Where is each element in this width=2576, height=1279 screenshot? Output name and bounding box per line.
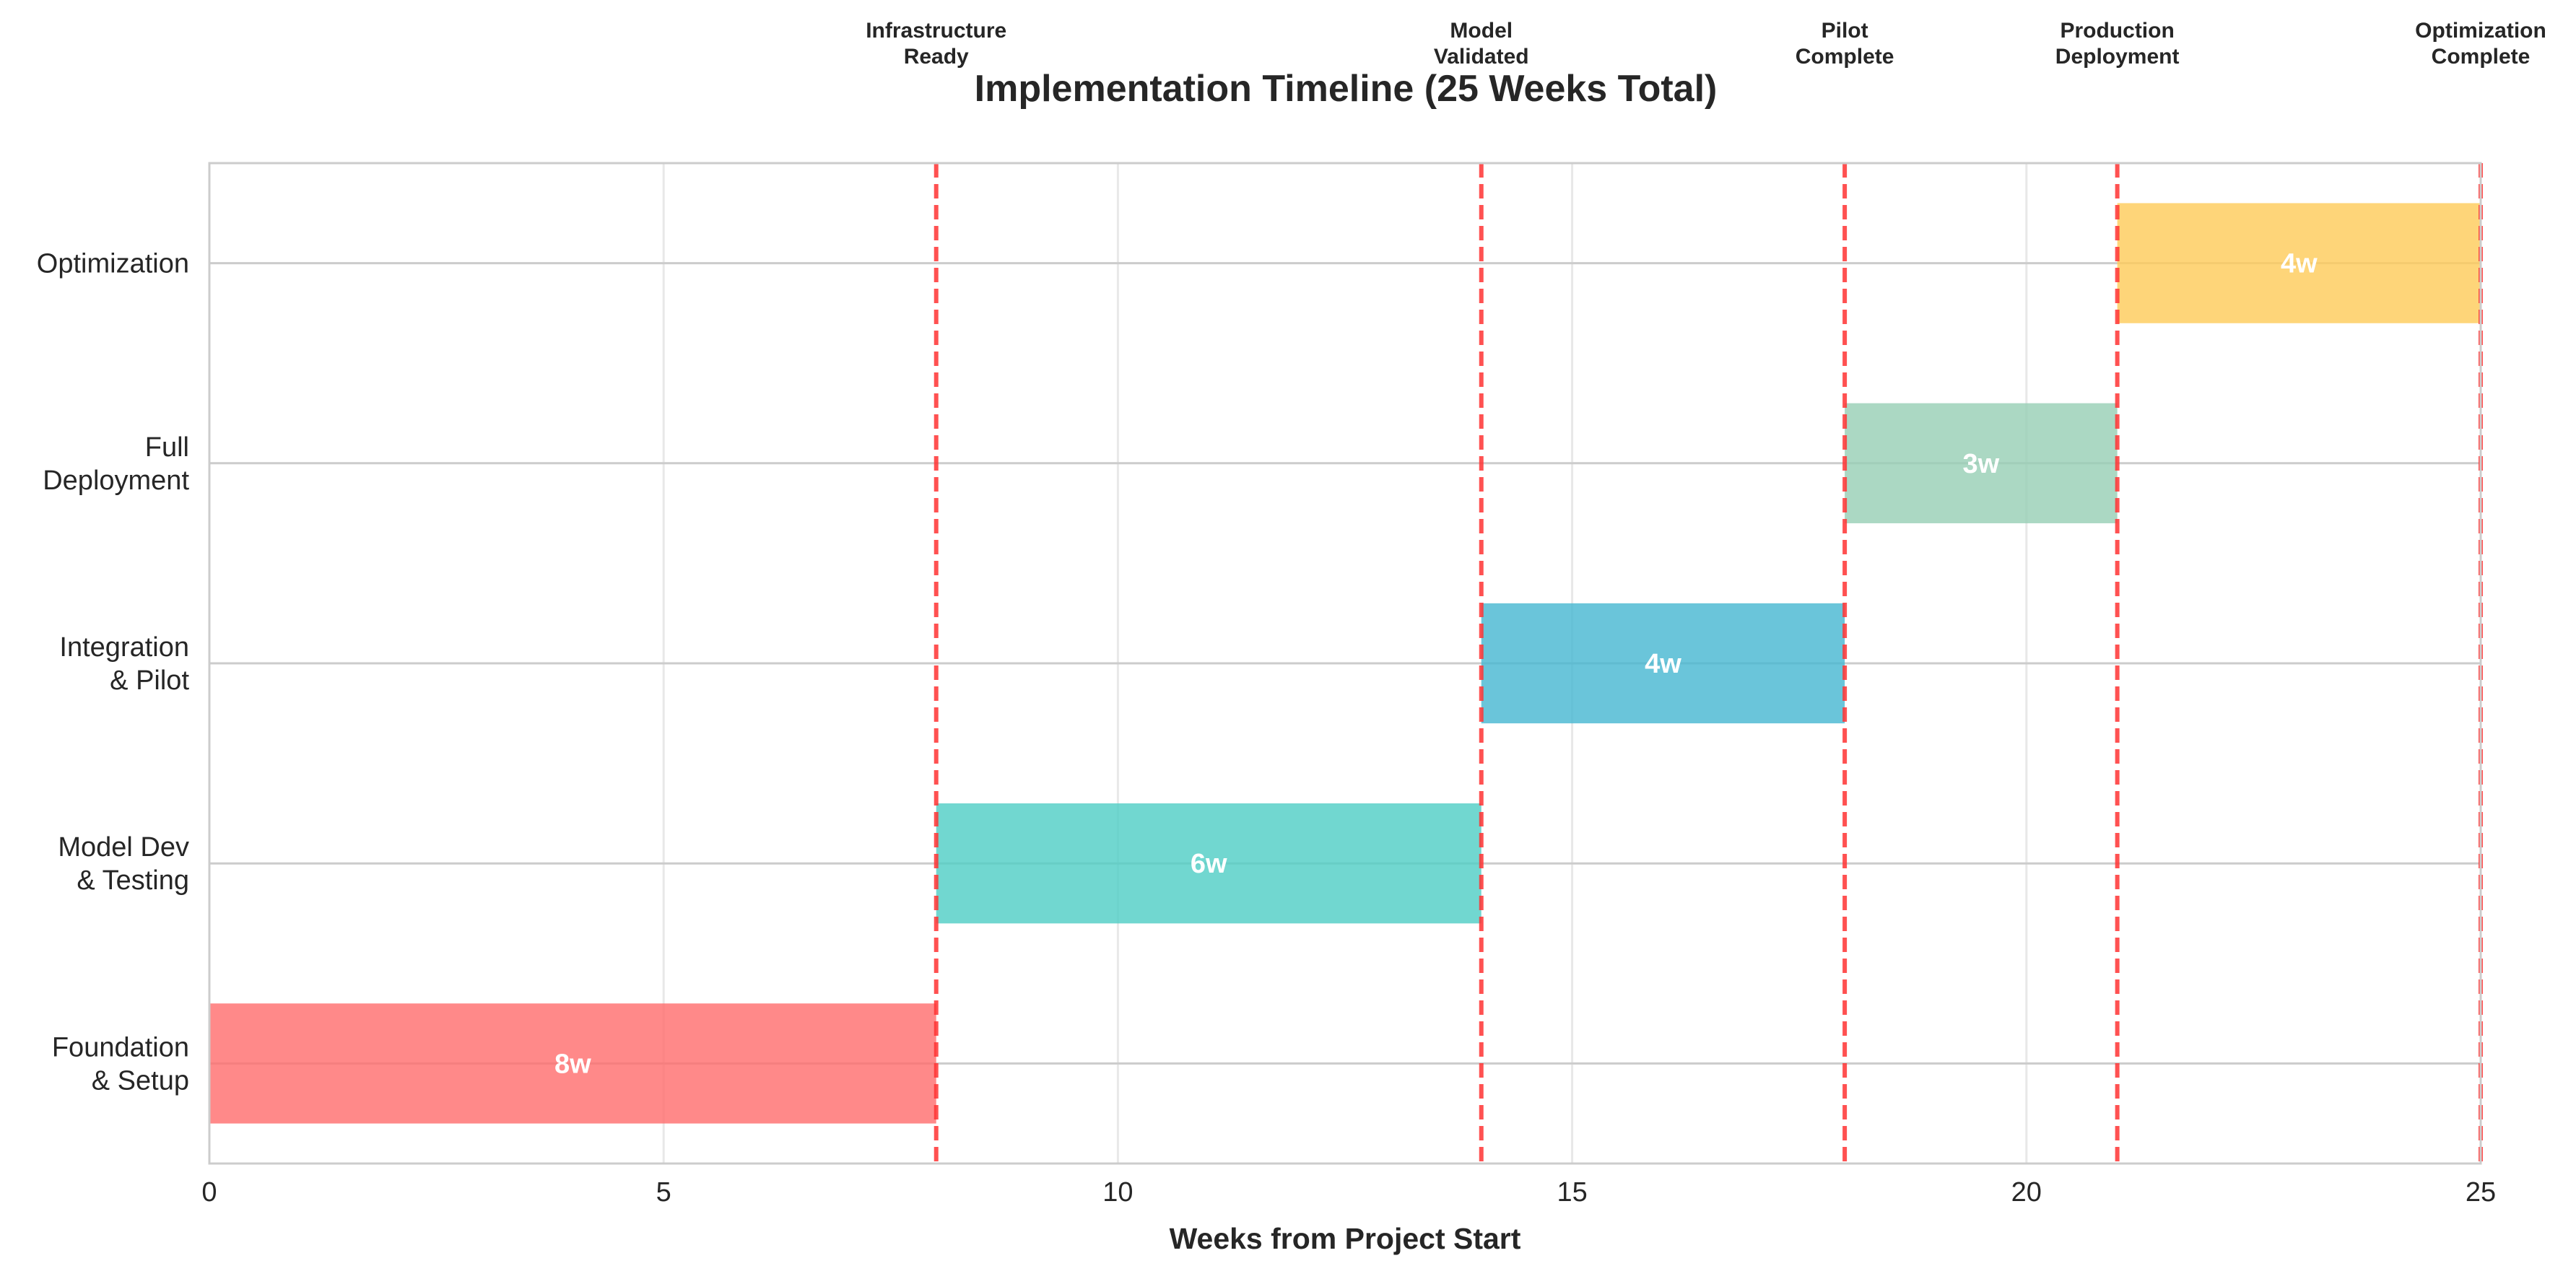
task-duration-label: 4w	[2281, 249, 2318, 279]
milestone-label-line: Complete	[1796, 45, 1894, 69]
task-duration-label: 6w	[1191, 849, 1227, 879]
y-category-label-line: Foundation	[52, 1032, 189, 1062]
milestone-label-line: Optimization	[2415, 19, 2546, 43]
milestone-label: Infrastructure Ready	[866, 19, 1006, 69]
task-duration-label: 4w	[1645, 649, 1681, 679]
milestone-label-line: Ready	[904, 45, 969, 69]
x-tick-labels: 0 5 10 15 20 25	[201, 1177, 2496, 1208]
y-category-label: Optimization	[37, 249, 189, 279]
milestone-label-line: Model	[1450, 19, 1513, 43]
x-tick-label: 20	[2011, 1177, 2042, 1208]
task-bar	[209, 1003, 936, 1124]
x-tick-label: 0	[201, 1177, 217, 1208]
y-category-label-line: Full	[145, 432, 189, 463]
task-bar	[1481, 603, 1845, 724]
task-bar	[2117, 203, 2481, 323]
y-category-label-line: & Setup	[92, 1065, 189, 1096]
y-category-label: Integration & Pilot	[59, 632, 189, 696]
task-bars: 8w 6w 4w 3w 4w	[209, 203, 2481, 1124]
y-category-label: Foundation & Setup	[52, 1032, 189, 1096]
y-category-labels: Foundation & Setup Model Dev & Testing Integ…	[37, 249, 190, 1096]
x-tick-label: 5	[656, 1177, 671, 1208]
task-bar	[936, 803, 1481, 924]
x-tick-label: 10	[1102, 1177, 1133, 1208]
x-axis-label: Weeks from Project Start	[1170, 1222, 1521, 1255]
milestone-label-line: Infrastructure	[866, 19, 1006, 43]
y-category-label: Full Deployment	[43, 432, 189, 496]
y-category-label-line: & Pilot	[110, 665, 189, 696]
y-category-label-line: Model Dev	[58, 832, 189, 863]
milestone-label-line: Production	[2060, 19, 2174, 43]
y-category-label: Model Dev & Testing	[58, 832, 189, 896]
task-duration-label: 3w	[1963, 449, 2000, 479]
plot-frame	[208, 162, 2482, 1165]
milestone-label-line: Deployment	[2055, 45, 2180, 69]
y-category-label-line: Optimization	[37, 249, 189, 279]
x-tick-label: 25	[2466, 1177, 2496, 1208]
y-category-label-line: Integration	[59, 632, 189, 663]
milestone-label: Production Deployment	[2055, 19, 2180, 69]
chart-title: Implementation Timeline (25 Weeks Total)	[975, 68, 1718, 110]
milestone-label: Pilot Complete	[1796, 19, 1894, 69]
milestone-label: Model Validated	[1434, 19, 1529, 69]
milestone-label-line: Complete	[2432, 45, 2531, 69]
task-bar	[1845, 403, 2118, 523]
milestone-label: Optimization Complete	[2415, 19, 2546, 69]
x-tick-label: 15	[1557, 1177, 1587, 1208]
y-category-label-line: & Testing	[77, 865, 189, 896]
milestone-label-line: Pilot	[1822, 19, 1868, 43]
y-category-label-line: Deployment	[43, 466, 189, 496]
task-duration-label: 8w	[554, 1049, 591, 1079]
milestone-label-line: Validated	[1434, 45, 1529, 69]
